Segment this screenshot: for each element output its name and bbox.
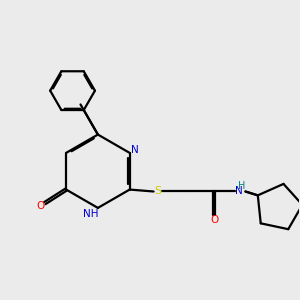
Text: H: H bbox=[238, 181, 245, 191]
Text: O: O bbox=[36, 201, 44, 211]
Text: N: N bbox=[131, 145, 139, 155]
Text: N: N bbox=[235, 186, 243, 196]
Text: O: O bbox=[210, 215, 218, 225]
Text: S: S bbox=[154, 187, 161, 196]
Text: NH: NH bbox=[83, 209, 99, 219]
